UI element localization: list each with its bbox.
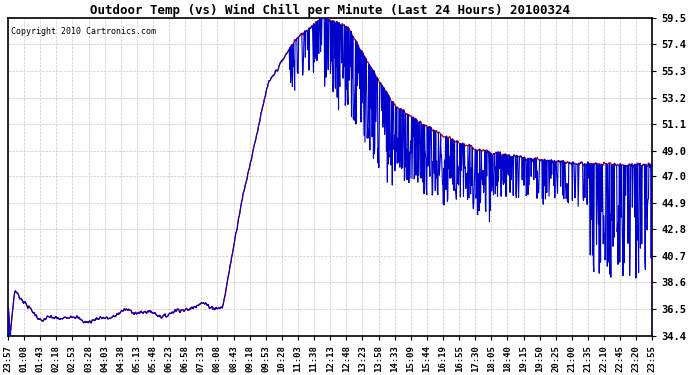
- Title: Outdoor Temp (vs) Wind Chill per Minute (Last 24 Hours) 20100324: Outdoor Temp (vs) Wind Chill per Minute …: [90, 3, 570, 16]
- Text: Copyright 2010 Cartronics.com: Copyright 2010 Cartronics.com: [11, 27, 156, 36]
